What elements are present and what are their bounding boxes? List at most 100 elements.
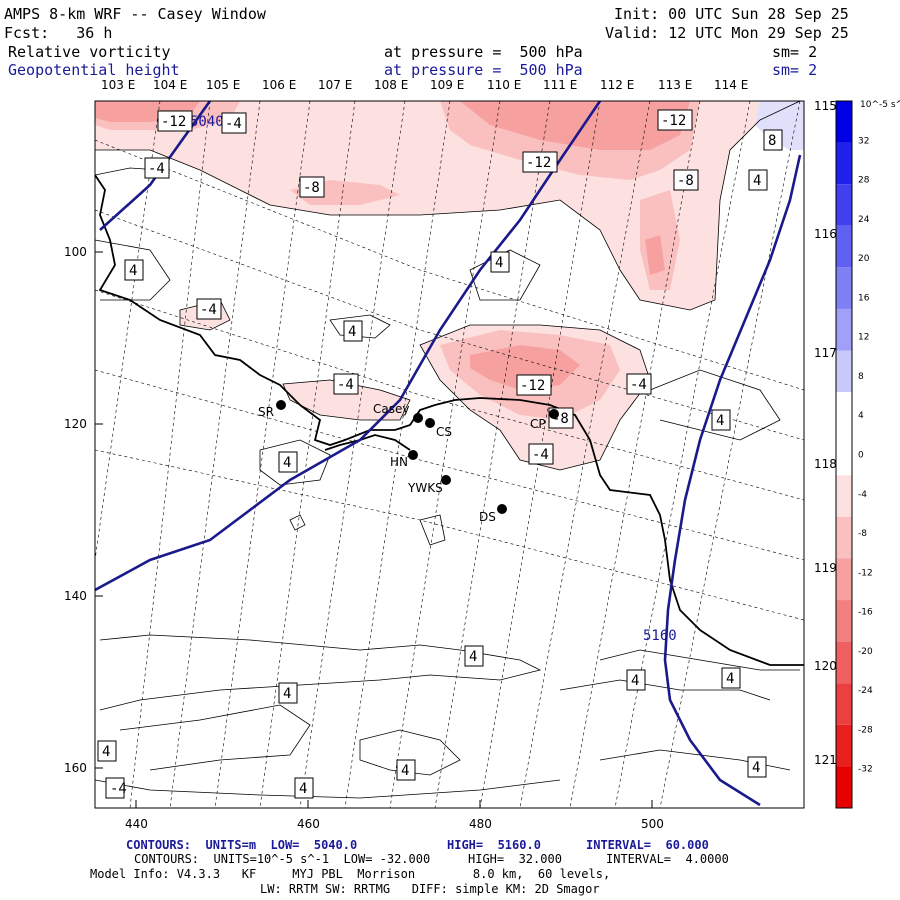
coastline bbox=[95, 174, 804, 666]
svg-text:-8: -8 bbox=[677, 173, 694, 189]
vort-label: 4 bbox=[721, 667, 741, 689]
vort-label: -12 bbox=[522, 151, 558, 173]
colorbar-tick-label: -28 bbox=[858, 725, 873, 735]
svg-text:-4: -4 bbox=[532, 447, 549, 463]
field2-name: Geopotential height bbox=[8, 61, 180, 79]
colorbar-swatch bbox=[836, 600, 852, 642]
vort-label: -4 bbox=[626, 373, 652, 395]
plot-frame bbox=[94, 100, 805, 809]
colorbar-tick-label: -12 bbox=[858, 568, 873, 578]
vort-label: -4 bbox=[196, 298, 222, 320]
svg-text:460: 460 bbox=[297, 817, 320, 831]
colorbar-swatch bbox=[836, 558, 852, 601]
vort-label: 4 bbox=[97, 740, 117, 762]
colorbar-tick-label: -4 bbox=[858, 490, 867, 500]
vort-label: -4 bbox=[333, 373, 359, 395]
station-marker-casey bbox=[413, 413, 423, 423]
colorbar-tick-label: 12 bbox=[858, 333, 869, 343]
svg-text:-4: -4 bbox=[148, 161, 165, 177]
valid-time: Valid: 12 UTC Mon 29 Sep 25 bbox=[605, 24, 849, 42]
colorbar-swatch bbox=[836, 142, 852, 185]
station-label-cs: CS bbox=[436, 425, 452, 439]
colorbar-tick-label: 24 bbox=[858, 215, 870, 225]
x-axis-labels: 440 460 480 500 bbox=[125, 817, 664, 831]
svg-text:109 E: 109 E bbox=[430, 78, 464, 92]
svg-text:113 E: 113 E bbox=[658, 78, 692, 92]
field1-smoothing: sm= 2 bbox=[772, 43, 818, 61]
init-time: Init: 00 UTC Sun 28 Sep 25 bbox=[614, 5, 849, 23]
y-axis-labels: 100 120 140 160 bbox=[64, 245, 87, 775]
svg-text:-12: -12 bbox=[520, 378, 545, 394]
station-label-casey: Casey bbox=[373, 402, 409, 416]
forecast-hour: Fcst: 36 h bbox=[4, 24, 113, 42]
vort-label: 4 bbox=[711, 409, 731, 431]
vort-label: -4 bbox=[221, 112, 247, 134]
colorbar-tick-label: -8 bbox=[858, 529, 867, 539]
footer-height-contours: CONTOURS: UNITS=m LOW= 5040.0 bbox=[126, 838, 358, 852]
svg-text:107 E: 107 E bbox=[318, 78, 352, 92]
colorbar-swatch bbox=[836, 225, 852, 268]
vort-label: -12 bbox=[657, 109, 693, 131]
svg-text:106 E: 106 E bbox=[262, 78, 296, 92]
svg-text:105 E: 105 E bbox=[206, 78, 240, 92]
colorbar-swatch bbox=[836, 101, 852, 143]
colorbar-tick-label: -24 bbox=[858, 686, 873, 696]
footer-vort-contours: CONTOURS: UNITS=10^-5 s^-1 LOW= -32.000 bbox=[134, 852, 431, 866]
vort-label: 4 bbox=[748, 169, 768, 191]
vort-label: 4 bbox=[747, 756, 767, 778]
colorbar-tick-label: 28 bbox=[858, 176, 870, 186]
colorbar-swatch bbox=[836, 184, 852, 226]
vort-label: 4 bbox=[396, 759, 416, 781]
height-label-5160: 5160 bbox=[643, 628, 677, 644]
svg-text:480: 480 bbox=[469, 817, 492, 831]
station-marker-cp bbox=[549, 409, 559, 419]
svg-text:112 E: 112 E bbox=[600, 78, 634, 92]
svg-text:114 E: 114 E bbox=[714, 78, 748, 92]
svg-text:4: 4 bbox=[716, 413, 724, 429]
svg-text:4: 4 bbox=[102, 744, 110, 760]
svg-text:440: 440 bbox=[125, 817, 148, 831]
vorticity-labels: -12 -4 -4 -8 -12 -12 -8 8 4 4 -4 4 -4 -1… bbox=[97, 109, 783, 799]
svg-text:4: 4 bbox=[401, 763, 409, 779]
axis-ticks bbox=[95, 251, 653, 808]
svg-text:111 E: 111 E bbox=[543, 78, 577, 92]
footer-vort-high: HIGH= 32.000 bbox=[468, 852, 562, 866]
field1-name: Relative vorticity bbox=[8, 43, 171, 61]
svg-text:8: 8 bbox=[768, 133, 776, 149]
colorbar-tick-label: -32 bbox=[858, 765, 873, 775]
colorbar-swatch bbox=[836, 308, 852, 351]
vort-label: -12 bbox=[157, 110, 193, 132]
colorbar-unit: 10^-5 s^-1 bbox=[860, 100, 900, 110]
svg-text:4: 4 bbox=[299, 781, 307, 797]
station-label-hn: HN bbox=[390, 455, 408, 469]
vort-label: 4 bbox=[278, 451, 298, 473]
vorticity-contours bbox=[95, 101, 801, 799]
footer-vort-interval: INTERVAL= 4.0000 bbox=[606, 852, 729, 866]
vort-label: 4 bbox=[490, 251, 510, 273]
lat-lon-grid bbox=[95, 101, 804, 808]
colorbar-swatch bbox=[836, 475, 852, 517]
svg-text:-12: -12 bbox=[661, 113, 686, 129]
svg-text:-12: -12 bbox=[161, 114, 186, 130]
station-label-sr: SR bbox=[258, 405, 274, 419]
svg-text:-8: -8 bbox=[303, 180, 320, 196]
svg-text:-12: -12 bbox=[526, 155, 551, 171]
svg-text:-4: -4 bbox=[337, 377, 354, 393]
vort-label: 4 bbox=[278, 682, 298, 704]
field2-smoothing: sm= 2 bbox=[772, 61, 818, 79]
colorbar: 32 28 24 20 16 12 8 4 0 -4 -8 -12 -16 -20 -24 -28 -32 bbox=[835, 100, 873, 809]
svg-text:4: 4 bbox=[752, 760, 760, 776]
svg-text:103 E: 103 E bbox=[101, 78, 135, 92]
svg-text:-4: -4 bbox=[630, 377, 647, 393]
colorbar-tick-label: -20 bbox=[858, 647, 873, 657]
svg-text:-4: -4 bbox=[110, 781, 127, 797]
vorticity-shading bbox=[95, 101, 804, 470]
vort-label: -8 bbox=[673, 169, 699, 191]
colorbar-tick-label: 4 bbox=[858, 411, 864, 421]
vort-label: 4 bbox=[124, 259, 144, 281]
svg-text:110 E: 110 E bbox=[487, 78, 521, 92]
vort-label: 8 bbox=[763, 129, 783, 151]
station-marker-sr bbox=[276, 400, 286, 410]
colorbar-tick-label: 20 bbox=[858, 254, 870, 264]
